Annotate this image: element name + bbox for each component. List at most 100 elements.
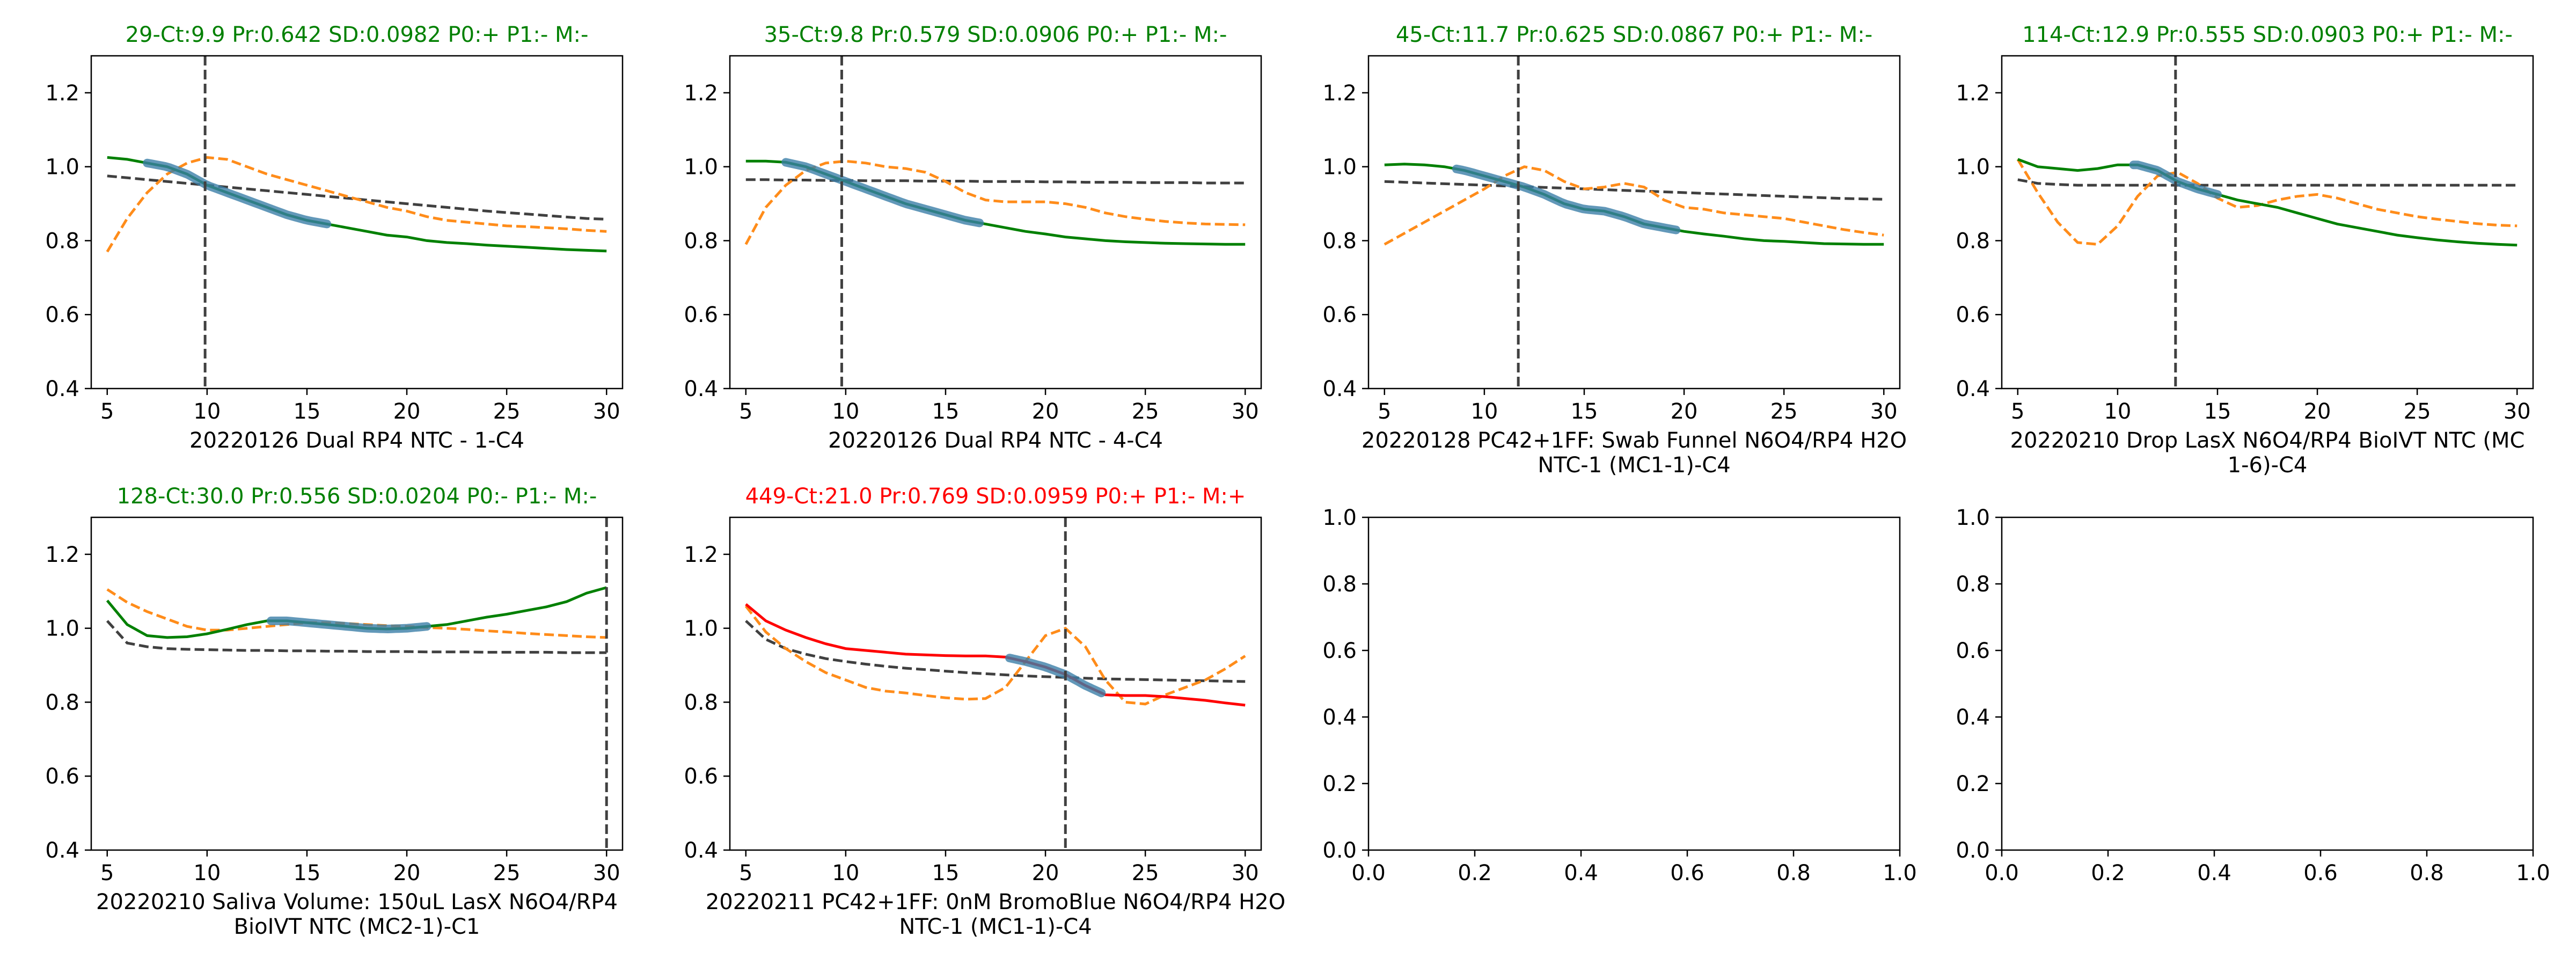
y-tick-label: 0.4 (1956, 705, 1990, 730)
y-tick-label: 0.6 (1322, 303, 1357, 327)
x-axis-label: 1-6)-C4 (2228, 453, 2308, 478)
x-tick-label: 5 (739, 861, 752, 885)
x-tick-label: 5 (100, 399, 114, 424)
x-tick-label: 5 (739, 399, 752, 424)
subplot-3: 5 10 15 20 25 30 0.4 0.6 0.8 1.0 1.2 45-Ct:11.7 Pr:… (1322, 23, 1907, 478)
x-axis-label: 20220126 Dual RP4 NTC - 4-C4 (828, 428, 1163, 453)
y-tick-label: 0.6 (684, 764, 718, 789)
axes-frame (729, 55, 1262, 390)
x-tick-label: 30 (1870, 399, 1898, 424)
subplot-title: 45-Ct:11.7 Pr:0.625 SD:0.0867 P0:+ P1:- … (1396, 23, 1872, 47)
x-tick-label: 5 (100, 861, 114, 885)
axes-frame (2001, 55, 2534, 390)
y-tick-label: 0.4 (684, 377, 718, 401)
x-tick-label: 30 (1232, 399, 1259, 424)
y-tick-label: 0.8 (45, 229, 79, 253)
x-tick-label: 10 (832, 861, 859, 885)
y-tick-label: 1.2 (1322, 81, 1357, 106)
x-tick-label: 10 (1470, 399, 1498, 424)
x-axis-label: 20220128 PC42+1FF: Swab Funnel N6O4/RP4 … (1362, 428, 1907, 453)
raw-signal-line (1384, 165, 1884, 246)
analysis-window-highlight (1005, 654, 1106, 698)
x-tick-label: 5 (2011, 399, 2024, 424)
analysis-window-highlight (267, 616, 431, 634)
x-tick-label: 30 (2504, 399, 2531, 424)
y-tick-label: 0.6 (684, 303, 718, 327)
raw-signal-line (744, 605, 1246, 706)
y-tick-label: 0.6 (1956, 639, 1990, 663)
subplot-title: 114-Ct:12.9 Pr:0.555 SD:0.0903 P0:+ P1:-… (2022, 23, 2513, 47)
subplot-8: 0.0 0.2 0.4 0.6 0.8 1.0 0.0 0.2 0.4 0.6 0.8 1.0 (1956, 506, 2550, 885)
x-axis-label: NTC-1 (MC1-1)-C4 (899, 914, 1092, 939)
x-tick-label: 10 (832, 399, 859, 424)
baseline-line (107, 174, 607, 221)
y-tick-label: 0.4 (1322, 377, 1357, 401)
x-tick-label: 25 (1132, 861, 1159, 885)
x-axis-label: 20220211 PC42+1FF: 0nM BromoBlue N6O4/RP… (706, 890, 1285, 914)
x-tick-label: 15 (294, 861, 321, 885)
y-tick-label: 0.8 (684, 690, 718, 715)
x-tick-label: 15 (932, 399, 960, 424)
x-axis-label: 20220210 Drop LasX N6O4/RP4 BioIVT NTC (… (2010, 428, 2525, 453)
x-tick-label: 15 (932, 861, 960, 885)
y-tick-label: 0.8 (1322, 229, 1357, 253)
fitted-curve-line (745, 603, 1246, 707)
y-tick-label: 0.8 (1956, 572, 1990, 597)
x-tick-label: 25 (1132, 399, 1159, 424)
x-tick-label: 25 (1770, 399, 1798, 424)
plot-area (106, 517, 608, 850)
y-tick-label: 1.0 (45, 617, 79, 641)
x-tick-label: 0.2 (1458, 861, 1492, 885)
y-tick-label: 0.8 (1956, 229, 1990, 253)
y-tick-label: 1.0 (684, 617, 718, 641)
baseline-line (2017, 178, 2518, 187)
y-tick-label: 0.8 (684, 229, 718, 253)
x-tick-label: 10 (2104, 399, 2131, 424)
x-tick-label: 1.0 (1883, 861, 1917, 885)
subplot-2: 5 10 15 20 25 30 0.4 0.6 0.8 1.0 1.2 35-Ct:9.8 Pr:0… (684, 23, 1262, 453)
x-tick-label: 0.6 (2303, 861, 2338, 885)
x-tick-label: 30 (593, 399, 620, 424)
y-tick-label: 1.2 (684, 543, 718, 567)
x-tick-label: 1.0 (2516, 861, 2550, 885)
baseline-line (1384, 180, 1884, 201)
y-tick-label: 1.2 (45, 81, 79, 106)
raw-signal-line (106, 156, 607, 253)
x-tick-label: 10 (193, 399, 221, 424)
y-tick-label: 1.0 (45, 155, 79, 180)
x-tick-label: 20 (393, 861, 421, 885)
x-tick-label: 20 (1671, 399, 1698, 424)
x-tick-label: 25 (2404, 399, 2431, 424)
y-tick-label: 0.8 (45, 690, 79, 715)
x-tick-label: 30 (593, 861, 620, 885)
x-axis-label: NTC-1 (MC1-1)-C4 (1538, 453, 1730, 478)
x-tick-label: 20 (2304, 399, 2331, 424)
y-tick-label: 0.4 (684, 838, 718, 863)
y-tick-label: 0.2 (1322, 772, 1357, 796)
axes-frame (90, 55, 624, 390)
x-tick-label: 0.4 (1564, 861, 1598, 885)
y-tick-label: 0.6 (45, 303, 79, 327)
y-tick-label: 1.0 (684, 155, 718, 180)
x-tick-label: 10 (193, 861, 221, 885)
x-tick-label: 0.0 (1351, 861, 1386, 885)
y-tick-label: 1.0 (1322, 506, 1357, 530)
x-tick-label: 5 (1378, 399, 1391, 424)
analysis-window-highlight (143, 158, 332, 229)
axes-frame (1367, 516, 1901, 851)
x-tick-label: 25 (493, 399, 521, 424)
subplot-title: 29-Ct:9.9 Pr:0.642 SD:0.0982 P0:+ P1:- M… (126, 23, 589, 47)
subplot-6: 5 10 15 20 25 30 0.4 0.6 0.8 1.0 1.2 449-Ct:21.0 Pr… (684, 484, 1285, 939)
subplot-1: 5 10 15 20 25 30 0.4 0.6 0.8 1.0 1.2 29-Ct:9.9 Pr:0… (45, 23, 624, 453)
y-tick-label: 0.8 (1322, 572, 1357, 597)
x-tick-label: 0.0 (1985, 861, 2019, 885)
baseline-line (106, 620, 607, 654)
analysis-window-highlight (2129, 160, 2222, 199)
baseline-line (745, 620, 1246, 683)
y-tick-label: 0.4 (1956, 377, 1990, 401)
subplot-7: 0.0 0.2 0.4 0.6 0.8 1.0 0.0 0.2 0.4 0.6 0.8 1.0 (1322, 506, 1916, 885)
y-tick-label: 0.0 (1956, 838, 1990, 863)
subplot-title: 128-Ct:30.0 Pr:0.556 SD:0.0204 P0:- P1:-… (117, 484, 597, 509)
y-tick-label: 1.0 (1956, 155, 1990, 180)
y-tick-label: 1.0 (1956, 506, 1990, 530)
